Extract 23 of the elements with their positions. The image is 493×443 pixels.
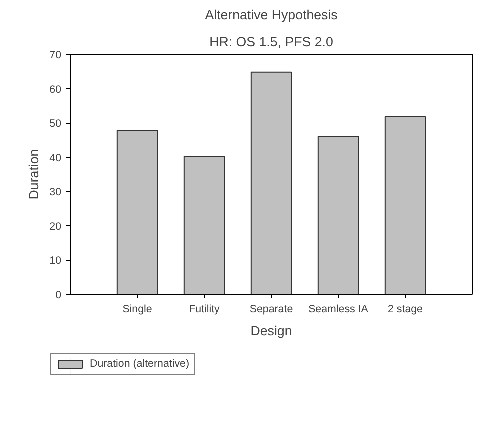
y-tick-label: 10 bbox=[50, 255, 62, 268]
y-tick-label: 30 bbox=[50, 186, 62, 199]
x-tick-label: Single bbox=[122, 304, 152, 316]
y-tick-label: 70 bbox=[50, 50, 62, 62]
y-tick-label: 20 bbox=[50, 220, 62, 233]
y-tick-label: 50 bbox=[50, 118, 62, 130]
y-tick-label: 40 bbox=[50, 152, 62, 164]
x-tick-label: Seamless IA bbox=[308, 304, 370, 316]
y-axis-title: Duration bbox=[26, 149, 42, 200]
bar bbox=[184, 156, 226, 294]
bar bbox=[116, 130, 158, 294]
x-axis-title: Design bbox=[250, 324, 292, 338]
chart-subtitle: HR: OS 1.5, PFS 2.0 bbox=[210, 34, 334, 50]
x-tick-label: 2 stage bbox=[388, 304, 424, 316]
chart-title: Alternative Hypothesis bbox=[205, 8, 338, 22]
x-tick-label: Futility bbox=[189, 304, 221, 316]
bar bbox=[250, 72, 292, 294]
bar bbox=[384, 116, 426, 294]
legend-label: Duration (alternative) bbox=[90, 358, 190, 370]
bar bbox=[318, 136, 360, 294]
x-tick-label: Separate bbox=[250, 304, 294, 316]
y-tick-label: 60 bbox=[50, 84, 62, 96]
y-tick-label: 0 bbox=[56, 290, 62, 302]
